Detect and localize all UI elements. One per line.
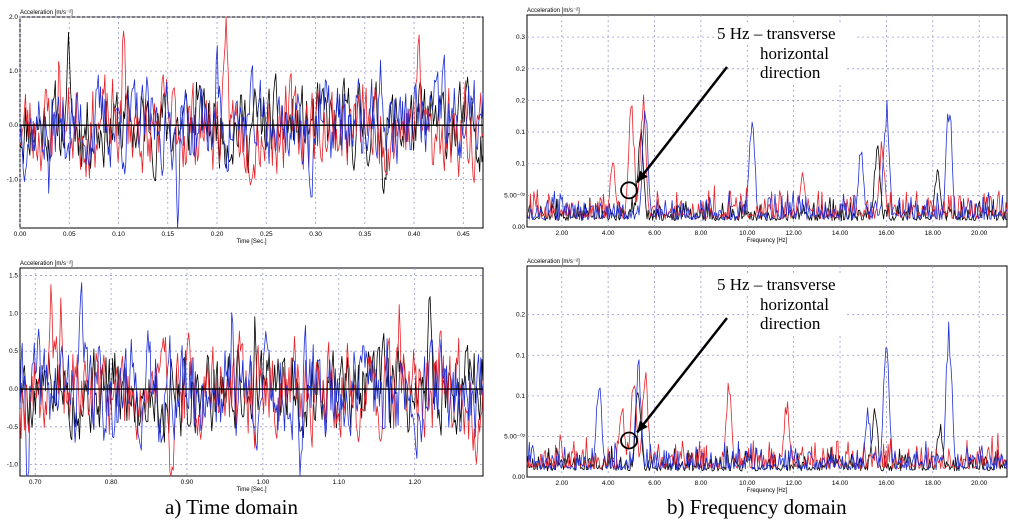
x-tick-label: 6.00 — [648, 230, 661, 237]
x-axis-label: Time [Sec.] — [236, 487, 266, 493]
x-tick-label: 12.00 — [786, 480, 803, 487]
x-tick-label: 10.00 — [739, 230, 756, 237]
x-axis-label: Time [Sec.] — [236, 239, 266, 245]
y-tick-label: 1.0 — [9, 310, 18, 317]
y-tick-label: 0.2 — [516, 312, 525, 319]
y-tick-label: 1.0 — [9, 68, 18, 75]
chart-time-top: 0.00 0.05 0.10 0.15 0.20 0.25 0.30 0.35 0.40 0.45… — [7, 10, 484, 245]
x-tick-label: 10.00 — [739, 480, 756, 487]
x-tick-label: 4.00 — [602, 230, 615, 237]
series-line-blue — [19, 282, 484, 477]
x-tick-label: 0.15 — [161, 231, 174, 238]
x-tick-label: 20.00 — [971, 230, 988, 237]
y-axis-label: Acceleration [m/s⁻²] — [20, 261, 73, 267]
x-tick-label: 0.45 — [457, 231, 470, 238]
y-tick-label: 0.2 — [516, 66, 525, 73]
x-tick-label: 12.00 — [786, 230, 803, 237]
x-tick-label: 1.00 — [257, 479, 270, 486]
y-tick-label: -1.0 — [7, 176, 19, 183]
x-tick-label: 2.00 — [555, 480, 568, 487]
x-tick-label: 0.05 — [63, 231, 76, 238]
annotation-text: horizontal — [760, 44, 829, 63]
series-line-red — [19, 16, 484, 186]
x-tick-label: 0.10 — [112, 231, 125, 238]
annotation-circle — [620, 431, 638, 450]
y-axis-label: Acceleration [m/s⁻²] — [527, 259, 580, 265]
annotation-text: direction — [760, 63, 821, 82]
x-tick-label: 16.00 — [878, 480, 895, 487]
x-tick-label: 14.00 — [832, 230, 849, 237]
y-tick-label: 0.0 — [9, 386, 18, 393]
y-axis-label: Acceleration [m/s⁻²] — [527, 8, 580, 14]
x-tick-label: 0.00 — [14, 231, 27, 238]
annotation-text-bg — [758, 63, 846, 82]
y-tick-label: -1.0 — [7, 462, 19, 469]
y-tick-label: 5.00⁻⁰² — [504, 432, 526, 440]
x-tick-label: 0.30 — [309, 231, 322, 238]
x-tick-label: 2.00 — [555, 230, 568, 237]
y-tick-label: 0.1 — [516, 352, 525, 359]
x-axis-label: Frequency [Hz] — [747, 238, 788, 244]
annotation-arrow-shaft — [636, 66, 728, 184]
y-tick-label: 1.5 — [9, 273, 18, 280]
annotation-arrow-head — [637, 420, 648, 433]
y-tick-label: 5.00⁻⁰² — [504, 191, 526, 199]
x-tick-label: 0.70 — [29, 479, 42, 486]
x-tick-label: 16.00 — [878, 230, 895, 237]
annotation-text-bg — [715, 275, 857, 294]
plot-frame — [19, 16, 484, 229]
y-tick-label: 0.3 — [516, 34, 525, 41]
x-tick-label: 1.20 — [408, 479, 421, 486]
annotation-text: horizontal — [760, 295, 829, 314]
series-line-red — [19, 284, 484, 477]
x-tick-label: 0.35 — [358, 231, 371, 238]
x-tick-label: 0.25 — [260, 231, 273, 238]
x-tick-label: 18.00 — [925, 230, 942, 237]
x-tick-label: 18.00 — [925, 480, 942, 487]
x-tick-label: 4.00 — [602, 480, 615, 487]
annotation-arrow-head — [637, 170, 648, 183]
x-axis-label: Frequency [Hz] — [747, 488, 788, 494]
annotation-circle — [620, 181, 638, 200]
chart-time-bottom: 0.70 0.80 0.90 1.00 1.10 1.20 -1.0 -0.5 0.0 0.5 1.… — [7, 261, 484, 493]
chart-freq-bottom: 2.00 4.00 6.00 8.00 10.00 12.00 14.00 16.00 18.0… — [504, 259, 1008, 494]
x-tick-label: 14.00 — [832, 480, 849, 487]
y-tick-label: 0.2 — [516, 97, 525, 104]
x-tick-label: 0.40 — [408, 231, 421, 238]
series-line-blue — [526, 321, 1008, 471]
x-tick-label: 20.00 — [971, 480, 988, 487]
y-tick-label: 0.1 — [516, 393, 525, 400]
y-tick-label: 0.1 — [516, 129, 525, 136]
y-tick-label: 0.00 — [512, 474, 525, 481]
annotation-text-bg — [758, 314, 846, 333]
annotation-text: direction — [760, 314, 821, 333]
annotation-text: 5 Hz – transverse — [717, 24, 836, 43]
series-line-blue — [526, 100, 1008, 221]
annotation-text-bg — [758, 44, 846, 63]
y-tick-label: 0.1 — [516, 161, 525, 168]
x-tick-label: 0.80 — [105, 479, 118, 486]
x-tick-label: 0.20 — [211, 231, 224, 238]
y-tick-label: 0.00 — [512, 224, 525, 231]
y-axis-label: Acceleration [m/s⁻²] — [20, 10, 73, 16]
y-tick-label: 0.5 — [9, 348, 18, 355]
caption-time-domain: a) Time domain — [165, 495, 299, 519]
annotation-text-bg — [715, 24, 857, 43]
x-tick-label: 8.00 — [695, 480, 708, 487]
y-tick-label: 0.0 — [9, 122, 18, 129]
x-tick-label: 1.10 — [332, 479, 345, 486]
chart-freq-top: 2.00 4.00 6.00 8.00 10.00 12.00 14.00 16.00 18.0… — [504, 8, 1008, 244]
x-tick-label: 6.00 — [648, 480, 661, 487]
y-tick-label: 2.0 — [9, 14, 18, 21]
annotation-arrow-shaft — [636, 317, 728, 434]
annotation-text-bg — [758, 295, 846, 314]
y-tick-label: -0.5 — [7, 424, 19, 431]
x-tick-label: 0.90 — [181, 479, 194, 486]
x-tick-label: 8.00 — [695, 230, 708, 237]
annotation-text: 5 Hz – transverse — [717, 275, 836, 294]
caption-frequency-domain: b) Frequency domain — [667, 495, 847, 519]
series-line-blue — [19, 45, 484, 229]
